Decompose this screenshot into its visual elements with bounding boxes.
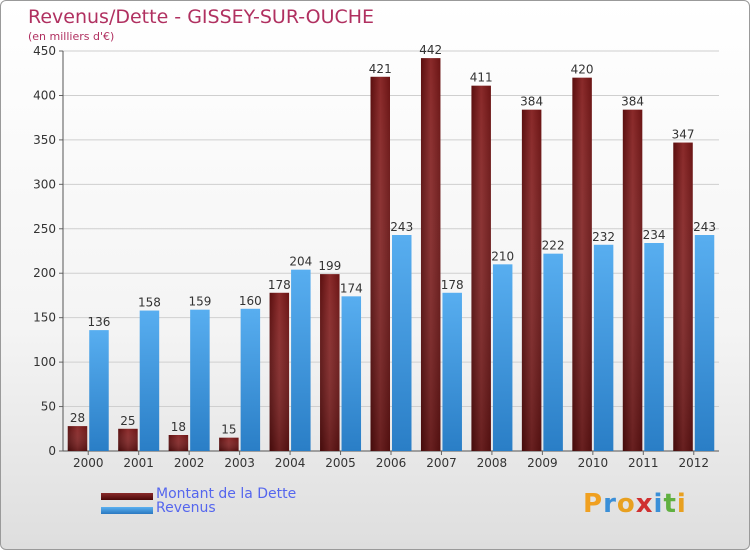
- data-label-revenue-2003: 160: [239, 294, 262, 308]
- bar-debt-shade-2009: [521, 109, 542, 452]
- y-tick-label-350: 350: [33, 133, 56, 147]
- logo-letter: i: [653, 489, 664, 519]
- bar-debt-shade-2010: [572, 77, 592, 452]
- x-tick-label-2004: 2004: [275, 456, 306, 470]
- data-label-revenue-2011: 234: [643, 228, 666, 242]
- data-label-revenue-2009: 222: [542, 239, 565, 253]
- logo-letter: t: [663, 489, 677, 519]
- y-tick-label-400: 400: [33, 88, 56, 102]
- y-tick-label-300: 300: [33, 177, 56, 191]
- proxiti-logo: Proxiti: [583, 489, 687, 519]
- bar-debt-shade-2000: [67, 426, 88, 451]
- bar-debt-shade-2011: [622, 109, 643, 452]
- bar-revenue-2000: [89, 330, 109, 451]
- legend-label-revenue: Revenus: [156, 500, 216, 516]
- bar-debt-shade-2008: [471, 85, 491, 452]
- x-tick-label-2006: 2006: [376, 456, 407, 470]
- x-tick-label-2005: 2005: [325, 456, 356, 470]
- bar-debt-shade-2012: [673, 142, 693, 452]
- bar-revenue-2006: [392, 235, 412, 451]
- data-label-revenue-2002: 159: [188, 295, 211, 309]
- x-tick-label-2001: 2001: [123, 456, 154, 470]
- y-tick-label-250: 250: [33, 222, 56, 236]
- bar-revenue-2011: [644, 243, 664, 451]
- bar-debt-shade-2006: [370, 76, 390, 452]
- bar-debt-shade-2003: [219, 437, 239, 451]
- data-label-revenue-2008: 210: [491, 249, 514, 263]
- data-label-debt-2006: 421: [369, 62, 392, 76]
- legend-label-debt: Montant de la Dette: [156, 486, 297, 502]
- data-label-debt-2012: 347: [672, 128, 695, 142]
- data-label-debt-2010: 420: [571, 63, 594, 77]
- bar-revenue-2005: [341, 296, 362, 451]
- bar-revenue-2001: [139, 310, 160, 451]
- data-label-debt-2002: 18: [171, 420, 186, 434]
- x-tick-label-2003: 2003: [224, 456, 255, 470]
- data-label-debt-2011: 384: [621, 95, 644, 109]
- bar-revenue-2008: [492, 264, 513, 451]
- logo-letter: r: [603, 489, 617, 519]
- bar-revenue-2007: [442, 292, 462, 451]
- chart-subtitle: (en milliers d'€): [28, 30, 115, 43]
- data-label-revenue-2005: 174: [340, 281, 363, 295]
- logo-letter: P: [583, 489, 604, 519]
- data-label-debt-2008: 411: [470, 71, 493, 85]
- data-label-debt-2001: 25: [120, 414, 135, 428]
- x-tick-label-2000: 2000: [73, 456, 104, 470]
- data-label-revenue-2010: 232: [592, 230, 615, 244]
- bar-revenue-2009: [543, 253, 563, 451]
- bar-debt-shade-2005: [320, 274, 340, 451]
- y-tick-label-0: 0: [48, 444, 56, 458]
- y-tick-label-50: 50: [41, 400, 56, 414]
- x-tick-label-2012: 2012: [678, 456, 709, 470]
- logo-letter: i: [676, 489, 687, 519]
- y-tick-label-100: 100: [33, 355, 56, 369]
- chart-title: Revenus/Dette - GISSEY-SUR-OUCHE: [28, 6, 375, 28]
- bar-revenue-2002: [190, 309, 210, 451]
- x-tick-label-2008: 2008: [477, 456, 508, 470]
- data-label-revenue-2006: 243: [390, 220, 413, 234]
- x-tick-label-2010: 2010: [578, 456, 609, 470]
- data-label-revenue-2000: 136: [88, 315, 111, 329]
- bar-revenue-2012: [694, 235, 715, 451]
- legend-swatch-revenue: [101, 507, 153, 514]
- bar-debt-shade-2002: [168, 435, 189, 451]
- x-tick-label-2009: 2009: [527, 456, 558, 470]
- bar-revenue-2004: [291, 269, 311, 451]
- x-tick-label-2007: 2007: [426, 456, 457, 470]
- data-label-revenue-2012: 243: [693, 220, 716, 234]
- data-label-debt-2009: 384: [520, 95, 543, 109]
- y-tick-label-450: 450: [33, 44, 56, 58]
- data-label-debt-2004: 178: [268, 278, 291, 292]
- bar-revenue-2003: [240, 308, 261, 451]
- bar-revenue-2010: [593, 244, 614, 451]
- data-label-debt-2000: 28: [70, 411, 85, 425]
- logo-letter: x: [635, 489, 654, 519]
- logo-letter: o: [616, 489, 636, 519]
- y-tick-label-150: 150: [33, 311, 56, 325]
- x-tick-label-2011: 2011: [628, 456, 659, 470]
- data-label-revenue-2004: 204: [289, 255, 312, 269]
- y-tick-label-200: 200: [33, 266, 56, 280]
- data-label-debt-2005: 199: [318, 259, 341, 273]
- legend-swatch-debt: [101, 493, 153, 500]
- x-tick-label-2002: 2002: [174, 456, 205, 470]
- bar-debt-shade-2007: [420, 58, 441, 451]
- bar-debt-shade-2001: [118, 428, 138, 451]
- data-label-revenue-2001: 158: [138, 296, 161, 310]
- data-label-debt-2003: 15: [221, 423, 236, 437]
- bar-debt-shade-2004: [269, 292, 290, 451]
- data-label-debt-2007: 442: [419, 43, 442, 57]
- data-label-revenue-2007: 178: [441, 278, 464, 292]
